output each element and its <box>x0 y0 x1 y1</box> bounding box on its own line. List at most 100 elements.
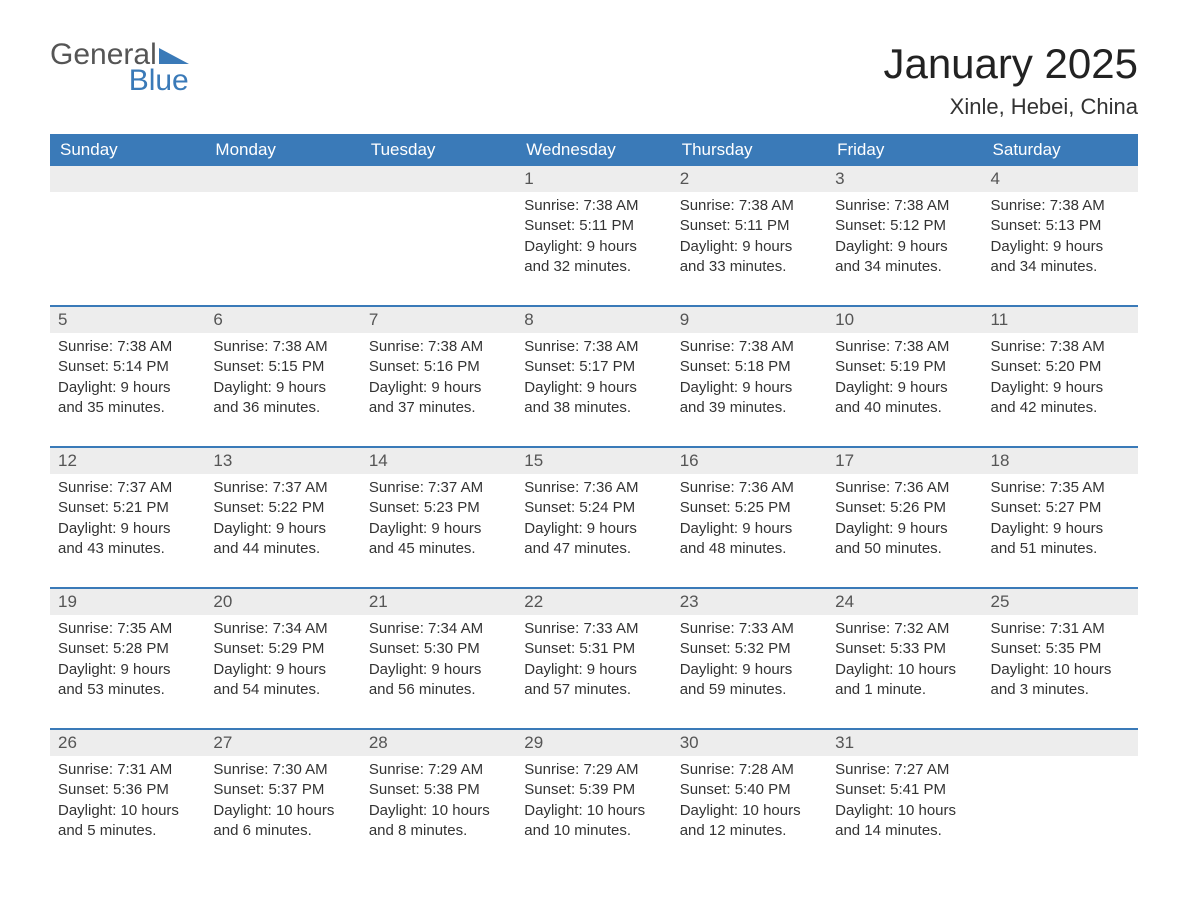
sunrise-line: Sunrise: 7:38 AM <box>524 337 663 357</box>
day-body-cell: Sunrise: 7:29 AMSunset: 5:38 PMDaylight:… <box>361 756 516 869</box>
daylight-line-1: Daylight: 10 hours <box>680 801 819 821</box>
day-number-cell <box>205 166 360 192</box>
day-number-cell: 10 <box>827 306 982 333</box>
daylight-line-1: Daylight: 9 hours <box>524 237 663 257</box>
daylight-line-1: Daylight: 10 hours <box>524 801 663 821</box>
day-number-cell <box>50 166 205 192</box>
daylight-line-2: and 34 minutes. <box>835 257 974 277</box>
day-number-cell: 7 <box>361 306 516 333</box>
day-number-cell: 11 <box>983 306 1138 333</box>
sunset-line: Sunset: 5:19 PM <box>835 357 974 377</box>
daylight-line-1: Daylight: 9 hours <box>680 519 819 539</box>
daylight-line-2: and 59 minutes. <box>680 680 819 700</box>
sunset-line: Sunset: 5:16 PM <box>369 357 508 377</box>
sunset-line: Sunset: 5:36 PM <box>58 780 197 800</box>
day-number-cell: 30 <box>672 729 827 756</box>
page-header: General Blue January 2025 Xinle, Hebei, … <box>50 40 1138 120</box>
daylight-line-1: Daylight: 9 hours <box>680 660 819 680</box>
daylight-line-1: Daylight: 10 hours <box>58 801 197 821</box>
sunrise-line: Sunrise: 7:31 AM <box>991 619 1130 639</box>
day-number-cell: 19 <box>50 588 205 615</box>
daylight-line-2: and 34 minutes. <box>991 257 1130 277</box>
day-body-cell <box>205 192 360 306</box>
daylight-line-2: and 53 minutes. <box>58 680 197 700</box>
day-number-cell: 2 <box>672 166 827 192</box>
day-number-cell: 14 <box>361 447 516 474</box>
sunrise-line: Sunrise: 7:36 AM <box>524 478 663 498</box>
day-body-cell: Sunrise: 7:38 AMSunset: 5:20 PMDaylight:… <box>983 333 1138 447</box>
sunrise-line: Sunrise: 7:36 AM <box>680 478 819 498</box>
weekday-header: Thursday <box>672 134 827 166</box>
day-body-cell: Sunrise: 7:33 AMSunset: 5:32 PMDaylight:… <box>672 615 827 729</box>
calendar-header-row: SundayMondayTuesdayWednesdayThursdayFrid… <box>50 134 1138 166</box>
day-number-cell: 3 <box>827 166 982 192</box>
daylight-line-2: and 8 minutes. <box>369 821 508 841</box>
weekday-header: Sunday <box>50 134 205 166</box>
sunrise-line: Sunrise: 7:33 AM <box>524 619 663 639</box>
sunrise-line: Sunrise: 7:38 AM <box>835 196 974 216</box>
sunset-line: Sunset: 5:18 PM <box>680 357 819 377</box>
sunset-line: Sunset: 5:20 PM <box>991 357 1130 377</box>
day-body-cell: Sunrise: 7:38 AMSunset: 5:18 PMDaylight:… <box>672 333 827 447</box>
day-number-cell: 28 <box>361 729 516 756</box>
daylight-line-1: Daylight: 9 hours <box>213 519 352 539</box>
sunset-line: Sunset: 5:17 PM <box>524 357 663 377</box>
daylight-line-1: Daylight: 9 hours <box>369 660 508 680</box>
sunset-line: Sunset: 5:15 PM <box>213 357 352 377</box>
sunrise-line: Sunrise: 7:29 AM <box>524 760 663 780</box>
sunset-line: Sunset: 5:21 PM <box>58 498 197 518</box>
day-body-cell: Sunrise: 7:34 AMSunset: 5:30 PMDaylight:… <box>361 615 516 729</box>
sunset-line: Sunset: 5:39 PM <box>524 780 663 800</box>
daylight-line-2: and 47 minutes. <box>524 539 663 559</box>
daylight-line-2: and 40 minutes. <box>835 398 974 418</box>
sunset-line: Sunset: 5:38 PM <box>369 780 508 800</box>
day-number-cell <box>361 166 516 192</box>
day-body-cell <box>983 756 1138 869</box>
logo-word-2: Blue <box>128 66 189 96</box>
daylight-line-1: Daylight: 10 hours <box>835 660 974 680</box>
day-number-cell: 5 <box>50 306 205 333</box>
daylight-line-2: and 1 minute. <box>835 680 974 700</box>
day-number-cell: 20 <box>205 588 360 615</box>
sunrise-line: Sunrise: 7:38 AM <box>58 337 197 357</box>
sunset-line: Sunset: 5:11 PM <box>680 216 819 236</box>
day-body-cell <box>361 192 516 306</box>
daylight-line-2: and 32 minutes. <box>524 257 663 277</box>
daylight-line-2: and 44 minutes. <box>213 539 352 559</box>
daylight-line-1: Daylight: 10 hours <box>213 801 352 821</box>
day-number-cell: 22 <box>516 588 671 615</box>
daylight-line-2: and 50 minutes. <box>835 539 974 559</box>
daylight-line-2: and 12 minutes. <box>680 821 819 841</box>
day-body-cell: Sunrise: 7:38 AMSunset: 5:13 PMDaylight:… <box>983 192 1138 306</box>
day-number-cell: 8 <box>516 306 671 333</box>
daylight-line-1: Daylight: 9 hours <box>58 378 197 398</box>
sunrise-line: Sunrise: 7:37 AM <box>58 478 197 498</box>
day-body-cell: Sunrise: 7:38 AMSunset: 5:15 PMDaylight:… <box>205 333 360 447</box>
sunrise-line: Sunrise: 7:29 AM <box>369 760 508 780</box>
day-body-cell: Sunrise: 7:33 AMSunset: 5:31 PMDaylight:… <box>516 615 671 729</box>
sunset-line: Sunset: 5:23 PM <box>369 498 508 518</box>
calendar-table: SundayMondayTuesdayWednesdayThursdayFrid… <box>50 134 1138 869</box>
day-body-cell: Sunrise: 7:38 AMSunset: 5:16 PMDaylight:… <box>361 333 516 447</box>
daylight-line-2: and 33 minutes. <box>680 257 819 277</box>
daylight-line-1: Daylight: 9 hours <box>991 378 1130 398</box>
day-number-cell <box>983 729 1138 756</box>
daylight-line-1: Daylight: 9 hours <box>680 378 819 398</box>
sunrise-line: Sunrise: 7:32 AM <box>835 619 974 639</box>
sunrise-line: Sunrise: 7:34 AM <box>369 619 508 639</box>
daylight-line-2: and 45 minutes. <box>369 539 508 559</box>
sunset-line: Sunset: 5:22 PM <box>213 498 352 518</box>
daylight-line-1: Daylight: 9 hours <box>991 519 1130 539</box>
daylight-line-1: Daylight: 9 hours <box>213 660 352 680</box>
daylight-line-1: Daylight: 9 hours <box>680 237 819 257</box>
sunrise-line: Sunrise: 7:38 AM <box>524 196 663 216</box>
sunset-line: Sunset: 5:30 PM <box>369 639 508 659</box>
day-body-cell: Sunrise: 7:35 AMSunset: 5:28 PMDaylight:… <box>50 615 205 729</box>
daylight-line-1: Daylight: 9 hours <box>213 378 352 398</box>
sunrise-line: Sunrise: 7:36 AM <box>835 478 974 498</box>
day-number-cell: 21 <box>361 588 516 615</box>
sunrise-line: Sunrise: 7:31 AM <box>58 760 197 780</box>
sunset-line: Sunset: 5:31 PM <box>524 639 663 659</box>
sunset-line: Sunset: 5:13 PM <box>991 216 1130 236</box>
title-block: January 2025 Xinle, Hebei, China <box>883 40 1138 120</box>
